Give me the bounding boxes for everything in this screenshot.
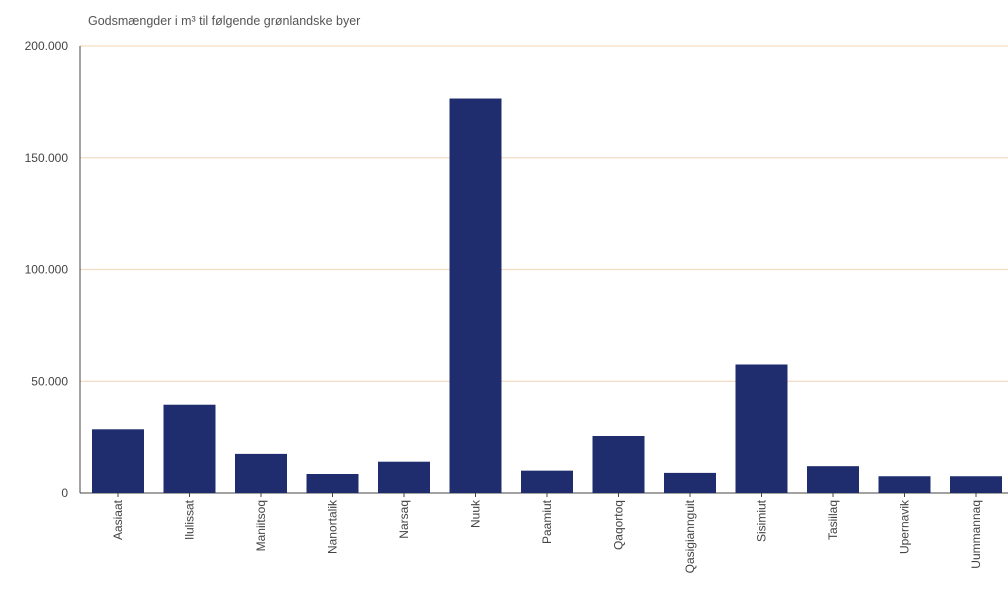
bar-ilulissat (163, 404, 216, 493)
y-tick-label: 200.000 (25, 39, 69, 53)
chart-title: Godsmængder i m³ til følgende grønlandsk… (88, 14, 361, 28)
bar-tasiilaq (807, 466, 859, 493)
x-tick-label: Upernavik (898, 499, 912, 554)
bar-aasiaat (92, 429, 144, 493)
x-tick-label: Paamiut (540, 499, 554, 544)
y-tick-label: 150.000 (25, 151, 69, 165)
x-tick-label: Maniitsoq (254, 500, 268, 551)
bar-sisimiut (735, 364, 788, 493)
bar-nanortalik (306, 474, 359, 493)
bar-qaqortoq (592, 436, 645, 493)
y-tick-label: 50.000 (31, 374, 68, 388)
x-tick-label: Sisimiut (755, 499, 769, 542)
x-tick-label: Qasigiannguit (683, 499, 697, 573)
bar-upernavik (878, 476, 931, 493)
bar-nuuk (449, 98, 502, 494)
y-tick-label: 0 (61, 486, 68, 500)
bar-paamiut (521, 470, 573, 493)
bar-maniitsoq (235, 453, 287, 493)
x-tick-label: Tasiilaq (826, 500, 840, 540)
bar-uummannaq (950, 476, 1002, 493)
y-tick-label: 100.000 (25, 263, 69, 277)
x-tick-label: Qaqortoq (612, 500, 626, 550)
x-tick-label: Aasiaat (111, 499, 125, 540)
x-tick-label: Ilulissat (183, 499, 197, 540)
x-tick-label: Uummannaq (969, 500, 983, 569)
x-tick-label: Narsaq (397, 500, 411, 539)
x-tick-label: Nuuk (469, 499, 483, 528)
bar-narsaq (378, 461, 430, 493)
bar-qasigiannguit (664, 472, 716, 493)
x-tick-label: Nanortalik (326, 499, 340, 554)
